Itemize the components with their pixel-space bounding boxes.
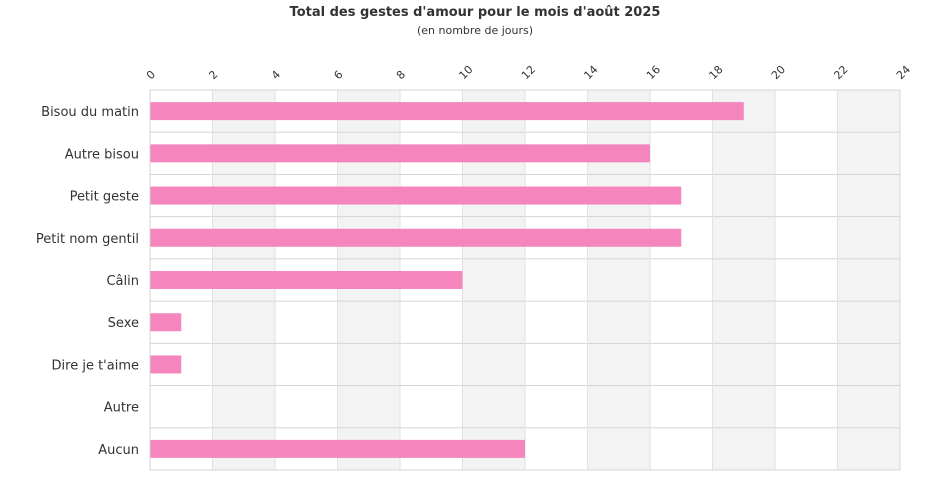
x-tick-label: 18 [706,63,725,82]
bar [150,102,744,121]
category-label: Autre bisou [65,147,139,162]
x-tick-label: 12 [519,63,538,82]
x-tick-label: 10 [456,63,475,82]
bar [150,271,463,289]
bar [150,313,182,332]
category-labels: Bisou du matin Autre bisou Petit geste Peti… [36,105,139,458]
x-tick-label: 24 [894,63,913,82]
category-label: Dire je t'aime [52,358,139,373]
category-label: Autre [104,401,139,416]
category-label: Sexe [108,316,139,331]
bar [150,144,650,163]
x-tick-label: 8 [394,68,408,82]
plot-frame [149,89,901,471]
background-band [712,90,775,470]
x-tick-label: 4 [269,68,283,82]
chart-title: Total des gestes d'amour pour le mois d'… [290,5,661,20]
bar [150,439,525,458]
x-tick-label: 2 [206,68,220,82]
x-tick-label: 0 [144,68,158,82]
x-tick-label: 16 [644,63,663,82]
background-band [837,90,900,470]
category-label: Petit geste [70,190,139,205]
category-label: Petit nom gentil [36,232,139,247]
x-tick-label: 14 [581,63,600,82]
x-tick-label: 20 [769,63,788,82]
category-label: Câlin [106,274,139,289]
x-tick-label: 22 [831,63,850,82]
category-label: Aucun [98,443,139,458]
tick-labels: 0 2 4 6 8 10 12 14 16 18 20 22 24 [144,63,913,82]
category-label: Bisou du matin [41,105,139,120]
bars [150,102,744,458]
bar [150,186,682,205]
bar [150,355,182,374]
chart-subtitle: (en nombre de jours) [417,24,533,37]
x-tick-label: 6 [331,68,345,82]
bar [150,228,682,247]
